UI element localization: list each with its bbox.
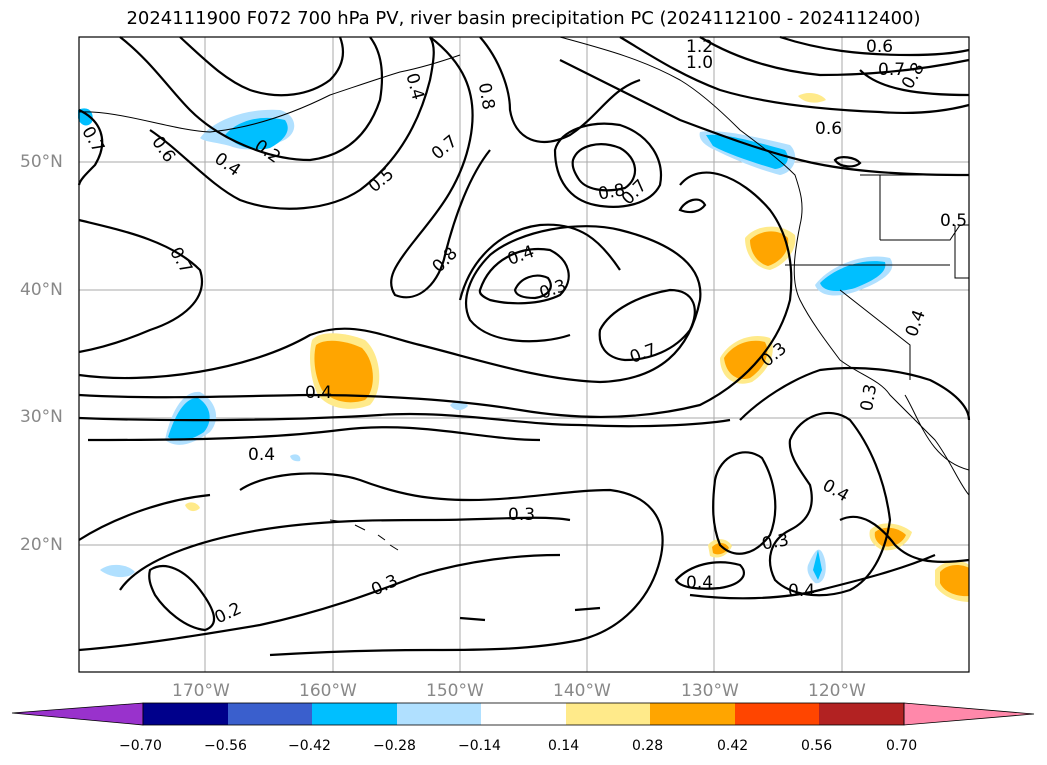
contour-label: 0.4 [305,383,332,403]
contour-label: 0.4 [505,242,537,270]
contour-label: 0.4 [248,445,275,465]
colorbar-tick: 0.56 [801,738,833,754]
lon-label: 160°W [299,681,357,701]
lon-label: 170°W [172,681,230,701]
contour-label: 1.2 [686,37,713,57]
neg-region [813,550,822,580]
lon-label: 140°W [553,681,611,701]
colorbar-tick: −0.56 [204,738,247,754]
colorbar-segment [143,703,228,725]
neg-region [290,454,301,462]
contour-label: 0.7 [77,123,108,156]
pos-region [712,542,729,555]
map-title: 2024111900 F072 700 hPa PV, river basin … [126,8,921,29]
contour-label: 0.7 [428,131,462,164]
pos-region [798,93,826,103]
colorbar-tick: −0.14 [458,738,501,754]
contour-label: 1.0 [686,53,713,73]
contour-label: 0.4 [902,307,930,339]
lat-label: 40°N [20,280,63,300]
contour-label: 0.7 [627,340,659,368]
colorbar-tick: 0.70 [886,738,918,754]
pos-region [185,502,200,512]
colorbar-segment [312,703,397,725]
contour-label: 0.2 [212,599,245,629]
colorbar-outline [142,702,905,726]
colorbar-tick: −0.42 [288,738,331,754]
colorbar-tick: −0.70 [119,738,162,754]
pos-region [724,340,768,380]
contour-label: 0.4 [788,581,815,601]
neg-region [820,261,886,291]
colorbar-segment [735,703,819,725]
colorbar-extend-low [11,702,144,726]
lon-label: 130°W [681,681,739,701]
colorbar-segment [481,703,566,725]
contour-label: 0.3 [508,505,535,525]
colorbar-tick: 0.42 [717,738,749,754]
contour-label: 0.4 [819,475,852,506]
lat-label: 20°N [20,535,63,555]
contour-label: 0.6 [815,119,842,139]
colorbar-tick: −0.28 [373,738,416,754]
coastlines [78,36,970,551]
contour-label: 0.4 [401,71,427,102]
contour-label: 0.8 [474,81,498,111]
colorbar-segment [566,703,650,725]
colorbar [11,702,1035,726]
precip-shading [78,93,969,602]
pos-region [314,340,373,403]
colorbar-tick: 0.14 [548,738,580,754]
colorbar-segment [650,703,735,725]
contour-label: 0.3 [760,530,790,554]
pos-region [750,231,789,266]
contour-label: 0.5 [365,164,399,197]
colorbar-segment [228,703,312,725]
contour-label: 0.3 [368,571,401,601]
neg-region [706,134,788,169]
lat-label: 30°N [20,407,63,427]
colorbar-segment [397,703,481,725]
contour-label: 0.3 [537,276,569,304]
colorbar-extend-high [903,702,1035,726]
contour-label: 0.5 [940,211,967,231]
contour-label: 0.8 [597,180,627,204]
contour-label: 0.3 [857,383,881,413]
colorbar-segment [819,703,904,725]
neg-region [100,564,135,578]
lon-label: 150°W [426,681,484,701]
contour-label: 0.4 [686,573,713,593]
contour-label: 0.6 [866,37,893,57]
contour-label: 0.6 [147,133,179,167]
contour-label: 0.4 [210,149,244,181]
lon-label: 120°W [808,681,866,701]
neg-region [225,117,288,150]
colorbar-tick: 0.28 [632,738,664,754]
neg-region [78,108,93,126]
lat-label: 50°N [20,152,63,172]
pos-region [940,565,969,597]
map-frame [78,36,970,673]
contour-label: 0.7 [878,60,905,80]
contour-label: 0.8 [429,244,462,277]
